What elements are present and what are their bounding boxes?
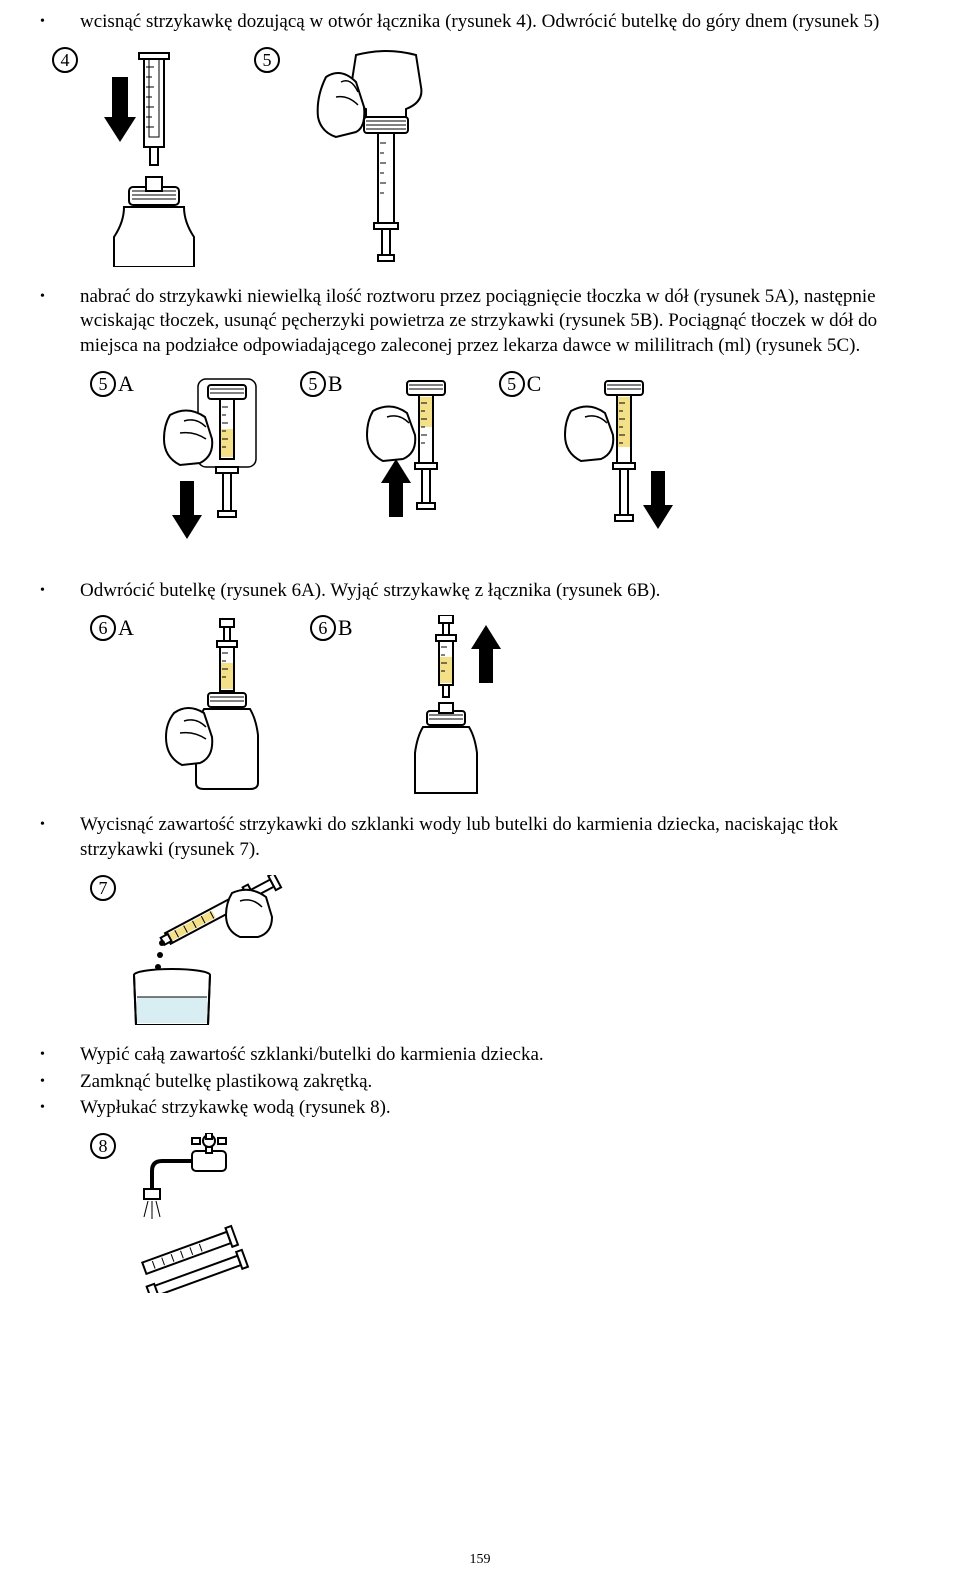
bullet-text: Wypić całą zawartość szklanki/butelki do… xyxy=(80,1043,910,1068)
figure-number: 6 xyxy=(310,615,336,641)
figure-7-illustration xyxy=(122,875,302,1025)
instruction-list: • nabrać do strzykawki niewielką ilość r… xyxy=(40,285,910,359)
bullet-dot: • xyxy=(40,813,80,862)
figure-number: 7 xyxy=(90,875,116,901)
bullet-item: • Zamknąć butelkę plastikową zakrętką. xyxy=(40,1070,910,1095)
figure-row-4-5: 4 5 xyxy=(52,47,910,267)
figure-row-5abc: 5A 5B xyxy=(90,371,910,561)
figure-4-illustration xyxy=(84,47,224,267)
bullet-item: • Wypić całą zawartość szklanki/butelki … xyxy=(40,1043,910,1068)
figure-label-4: 4 xyxy=(52,47,78,73)
bullet-dot: • xyxy=(40,1043,80,1068)
figure-number: 5 xyxy=(254,47,280,73)
figure-number: 5 xyxy=(300,371,326,397)
figure-number: 4 xyxy=(52,47,78,73)
bullet-text: nabrać do strzykawki niewielką ilość roz… xyxy=(80,285,910,359)
bullet-item: • wcisnąć strzykawkę dozującą w otwór łą… xyxy=(40,10,910,35)
figure-number: 6 xyxy=(90,615,116,641)
figure-subletter: B xyxy=(328,371,343,397)
bullet-text: Wycisnąć zawartość strzykawki do szklank… xyxy=(80,813,910,862)
figure-row-7: 7 xyxy=(90,875,910,1025)
figure-6b-illustration xyxy=(379,615,519,795)
figure-number: 5 xyxy=(499,371,525,397)
bullet-dot: • xyxy=(40,1096,80,1121)
page-number: 159 xyxy=(0,1552,960,1568)
figure-subletter: C xyxy=(527,371,542,397)
bullet-item: • Wypłukać strzykawkę wodą (rysunek 8). xyxy=(40,1096,910,1121)
figure-subletter: B xyxy=(338,615,353,641)
bullet-dot: • xyxy=(40,1070,80,1095)
bullet-text: wcisnąć strzykawkę dozującą w otwór łącz… xyxy=(80,10,910,35)
figure-subletter: A xyxy=(118,371,134,397)
figure-number: 8 xyxy=(90,1133,116,1159)
figure-subletter: A xyxy=(118,615,134,641)
figure-5a-illustration xyxy=(150,371,290,561)
figure-label-6b: 6B xyxy=(310,615,353,641)
figure-6a-illustration xyxy=(160,615,290,795)
figure-row-8: 8 xyxy=(90,1133,910,1293)
figure-5c-illustration xyxy=(557,371,687,561)
figure-5b-illustration xyxy=(359,371,489,561)
bullet-item: • nabrać do strzykawki niewielką ilość r… xyxy=(40,285,910,359)
bullet-text: Odwrócić butelkę (rysunek 6A). Wyjąć str… xyxy=(80,579,910,604)
bullet-item: • Odwrócić butelkę (rysunek 6A). Wyjąć s… xyxy=(40,579,910,604)
figure-label-5b: 5B xyxy=(300,371,343,397)
figure-label-8: 8 xyxy=(90,1133,116,1159)
figure-label-5a: 5A xyxy=(90,371,134,397)
figure-label-7: 7 xyxy=(90,875,116,901)
figure-8-illustration xyxy=(122,1133,292,1293)
figure-label-6a: 6A xyxy=(90,615,134,641)
figure-number: 5 xyxy=(90,371,116,397)
bullet-dot: • xyxy=(40,10,80,35)
figure-5-illustration xyxy=(286,47,466,267)
instruction-list: • wcisnąć strzykawkę dozującą w otwór łą… xyxy=(40,10,910,35)
bullet-text: Zamknąć butelkę plastikową zakrętką. xyxy=(80,1070,910,1095)
figure-label-5c: 5C xyxy=(499,371,542,397)
bullet-dot: • xyxy=(40,285,80,359)
bullet-dot: • xyxy=(40,579,80,604)
figure-row-6ab: 6A 6B xyxy=(90,615,910,795)
instruction-list: • Odwrócić butelkę (rysunek 6A). Wyjąć s… xyxy=(40,579,910,604)
bullet-item: • Wycisnąć zawartość strzykawki do szkla… xyxy=(40,813,910,862)
figure-label-5: 5 xyxy=(254,47,280,73)
instruction-list: • Wypić całą zawartość szklanki/butelki … xyxy=(40,1043,910,1121)
instruction-list: • Wycisnąć zawartość strzykawki do szkla… xyxy=(40,813,910,862)
bullet-text: Wypłukać strzykawkę wodą (rysunek 8). xyxy=(80,1096,910,1121)
